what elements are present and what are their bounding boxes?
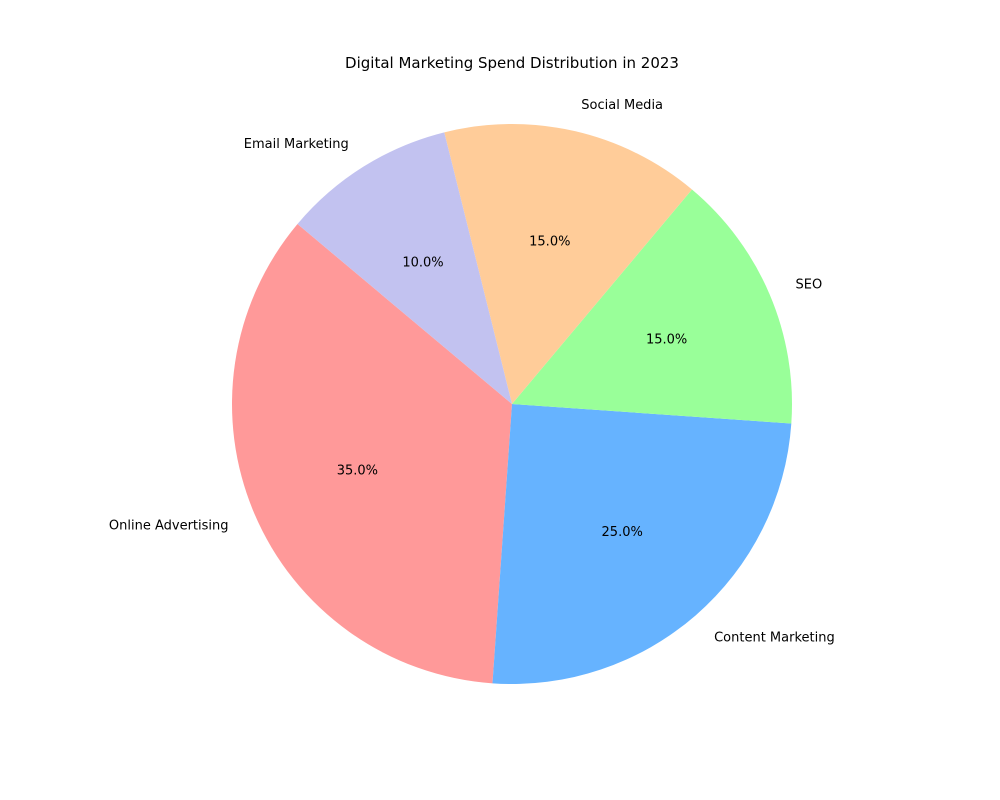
slice-percent-seo: 15.0%	[646, 332, 687, 347]
slice-percent-social-media: 15.0%	[529, 234, 570, 249]
pie-slice-content-marketing	[492, 404, 792, 685]
slice-percent-content-marketing: 25.0%	[602, 525, 643, 540]
pie-slice-email-marketing	[297, 132, 512, 404]
pie-slices	[232, 124, 793, 685]
pie-labels: Online Advertising 35.0% Content Marketing…	[109, 98, 835, 646]
pie-slice-online-advertising	[232, 224, 512, 684]
slice-label-social-media: Social Media	[581, 98, 663, 113]
pie-slice-social-media	[444, 124, 692, 405]
chart-title: Digital Marketing Spend Distribution in …	[345, 54, 679, 72]
slice-percent-online-advertising: 35.0%	[337, 464, 378, 479]
slice-label-email-marketing: Email Marketing	[244, 137, 349, 152]
slice-label-seo: SEO	[796, 278, 823, 293]
slice-label-content-marketing: Content Marketing	[714, 631, 835, 646]
pie-slice-seo	[512, 189, 793, 424]
slice-label-online-advertising: Online Advertising	[109, 518, 229, 533]
slice-percent-email-marketing: 10.0%	[402, 256, 443, 271]
